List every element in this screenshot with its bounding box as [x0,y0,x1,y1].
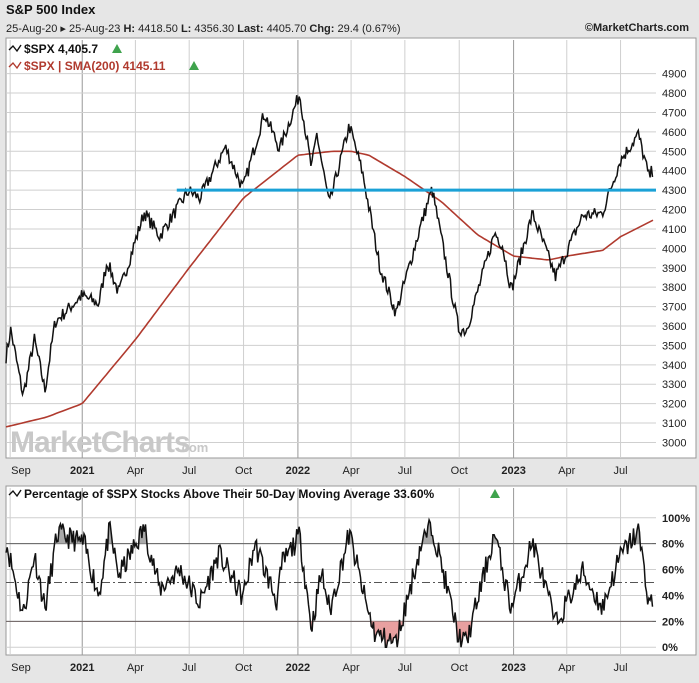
overbought-fill [6,519,653,544]
y-tick-label: 4200 [662,205,686,217]
y-tick-label: 4500 [662,146,686,158]
watermark-suffix: .com [178,440,208,455]
x-tick-label: Jul [398,662,412,674]
x-tick-label: 2022 [286,465,310,477]
x-tick-label: Jul [182,662,196,674]
breadth-panel: 0% 20% 40% 60% 80% 100% Sep 2021 Apr Jul Oct 2022 Ap… [5,485,697,674]
x-tick-label: 2021 [70,662,94,674]
y-tick-label: 3900 [662,263,686,275]
y-tick-label: 3300 [662,379,686,391]
x-tick-label: Sep [11,465,31,477]
x-tick-label: Jul [182,465,196,477]
last-label: Last: [237,23,264,35]
x-tick-label: Oct [235,465,252,477]
date-range: 25-Aug-20 ▸ 25-Aug-23 [6,23,121,35]
x-tick-label: Jul [398,465,412,477]
y-tick-label: 4800 [662,88,686,100]
x-tick-label: Apr [558,662,575,674]
sma200-series-line [5,150,654,428]
high-value: 4418.50 [138,23,178,35]
legend-entry: $SPX | SMA(200) 4145.11 [24,59,166,73]
y-tick-label: 3400 [662,360,686,372]
y-tick-label: 4000 [662,243,686,255]
legend-line-icon [8,489,22,498]
legend-entry: Percentage of $SPX Stocks Above Their 50… [24,487,434,501]
y-tick-label: 3800 [662,282,686,294]
y-tick-label: 3000 [662,437,686,449]
x-tick-label: 2022 [286,662,310,674]
x-tick-label: Sep [11,662,31,674]
y-tick-label: 3100 [662,418,686,430]
x-tick-label: Oct [451,465,468,477]
legend-line-icon [8,44,22,53]
x-tick-label: 2021 [70,465,94,477]
y-tick-label: 4400 [662,166,686,178]
low-value: 4356.30 [194,23,235,35]
y-tick-label: 3500 [662,340,686,352]
y-tick-label: 4600 [662,127,686,139]
x-tick-label: Apr [343,465,360,477]
y-tick-label: 80% [662,539,684,551]
change-label: Chg: [309,23,335,35]
x-tick-label: Jul [614,662,628,674]
y-tick-label: 4700 [662,107,686,119]
y-tick-label: 3600 [662,321,686,333]
y-tick-label: 3700 [662,302,686,314]
y-tick-label: 0% [662,642,678,654]
x-tick-label: Apr [343,662,360,674]
y-tick-label: 4900 [662,69,686,81]
legend-entry: $SPX 4,405.7 [24,42,98,56]
legend-line-icon [8,61,22,70]
x-tick-label: 2023 [501,465,525,477]
up-arrow-icon [112,44,122,53]
y-tick-label: 100% [662,513,690,525]
x-tick-label: Oct [451,662,468,674]
x-tick-label: Jul [614,465,628,477]
quote-info: 25-Aug-20 ▸ 25-Aug-23 H: 4418.50 L: 4356… [6,22,400,35]
last-value: 4405.70 [266,23,307,35]
x-tick-label: 2023 [501,662,525,674]
chart-title: S&P 500 Index [6,2,96,17]
up-arrow-icon [490,489,500,498]
y-tick-label: 60% [662,565,684,577]
copyright: ©MarketCharts.com [584,22,689,34]
x-tick-label: Apr [127,662,144,674]
y-tick-label: 3200 [662,399,686,411]
low-label: L: [180,23,192,35]
up-arrow-icon [189,61,199,70]
y-tick-label: 20% [662,616,684,628]
x-tick-label: Apr [558,465,575,477]
y-tick-label: 4100 [662,224,686,236]
spx-price-series-line [5,95,654,398]
x-tick-label: Oct [235,662,252,674]
breadth-series-line [5,517,654,648]
x-tick-label: Apr [127,465,144,477]
watermark-logo: MarketCharts [10,426,190,459]
price-panel: 3000 3100 3200 3300 3400 3500 3600 3700 3800 3900… [5,37,697,477]
high-label: H: [123,23,136,35]
y-tick-label: 4300 [662,185,686,197]
change-value: 29.4 (0.67%) [337,23,401,35]
y-tick-label: 40% [662,590,684,602]
